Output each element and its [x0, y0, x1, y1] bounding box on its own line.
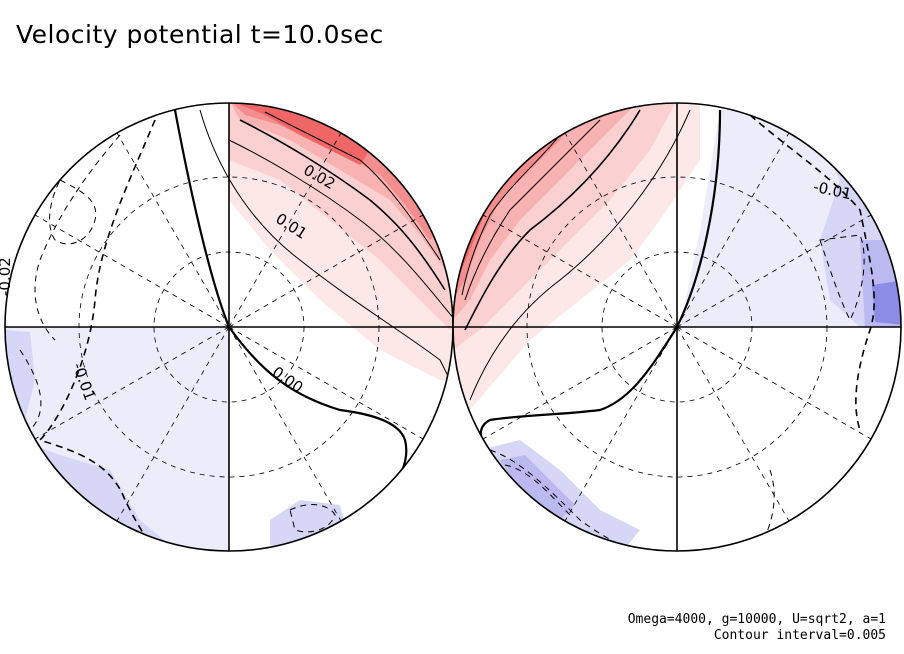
right-axes	[453, 103, 901, 551]
right-negative-bottom-core	[500, 455, 575, 520]
left-label-000: 0.00	[269, 363, 307, 397]
right-contour-003	[464, 119, 601, 301]
contour-interval-text: Contour interval=0.005	[713, 628, 886, 643]
left-label-neg002: -0.02	[0, 257, 14, 296]
left-contour-000	[173, 109, 408, 496]
right-contour-004	[461, 134, 561, 296]
left-contour-neg-2	[34, 134, 121, 341]
left-axes	[5, 103, 453, 551]
left-contour-neg-4	[7, 349, 42, 435]
plot-title: Velocity potential t=10.0sec	[16, 20, 384, 49]
right-contour-neg-2	[819, 234, 865, 322]
left-contour-001	[199, 109, 451, 381]
right-contour-001	[469, 109, 691, 401]
left-contour-004	[264, 111, 441, 261]
left-contour-neg-5	[289, 504, 336, 533]
right-contour-000	[479, 109, 722, 446]
parameters-text: Omega=4000, g=10000, U=sqrt2, a=1	[627, 612, 886, 627]
right-negative-core-2	[872, 280, 901, 325]
left-contour-002	[228, 139, 453, 321]
left-contour-003	[239, 119, 446, 291]
right-contour-002	[464, 109, 641, 331]
right-contour-neg-1	[749, 114, 875, 431]
left-negative-field	[5, 327, 229, 551]
right-hemisphere-outline	[452, 102, 902, 552]
left-contour-neg-1	[38, 119, 161, 551]
left-negative-patch-2	[270, 500, 345, 545]
footer-info: Omega=4000, g=10000, U=sqrt2, a=1 Contou…	[628, 612, 886, 644]
left-contour-neg-3	[49, 179, 97, 245]
